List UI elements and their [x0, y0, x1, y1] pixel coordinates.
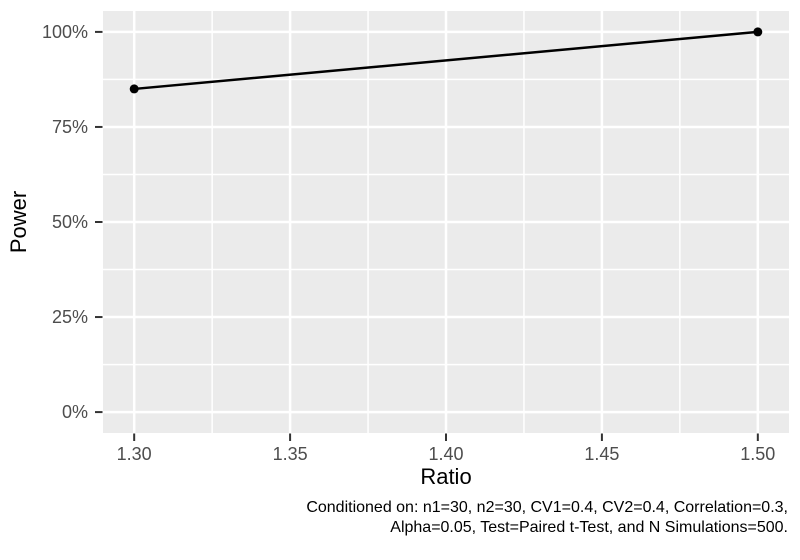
x-tick-label: 1.45	[584, 444, 619, 464]
data-point	[129, 84, 139, 94]
y-tick-label: 100%	[42, 22, 88, 42]
caption-line-1: Conditioned on: n1=30, n2=30, CV1=0.4, C…	[306, 499, 788, 516]
y-tick-label: 25%	[52, 307, 88, 327]
y-tick-label: 75%	[52, 117, 88, 137]
x-tick-label: 1.35	[273, 444, 308, 464]
caption-line-2: Alpha=0.05, Test=Paired t-Test, and N Si…	[390, 519, 788, 536]
y-tick-label: 50%	[52, 212, 88, 232]
x-tick-label: 1.50	[740, 444, 775, 464]
data-point	[753, 27, 763, 37]
y-axis-title: Power	[6, 190, 31, 254]
caption: Conditioned on: n1=30, n2=30, CV1=0.4, C…	[306, 498, 788, 538]
power-line	[132, 30, 760, 91]
y-tick-label: 0%	[62, 402, 88, 422]
x-tick-label: 1.30	[117, 444, 152, 464]
x-axis-title: Ratio	[420, 464, 472, 489]
x-tick-label: 1.40	[428, 444, 463, 464]
